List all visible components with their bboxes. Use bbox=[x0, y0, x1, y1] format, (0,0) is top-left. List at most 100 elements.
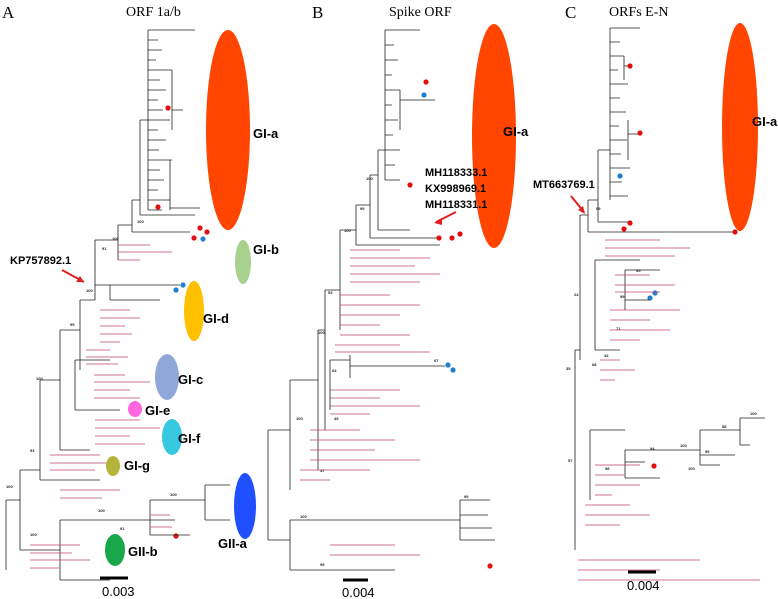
arrowhead-mt663769 bbox=[578, 206, 585, 214]
bootstrap-label: 100 bbox=[318, 330, 325, 335]
bootstrap-label: 100 bbox=[680, 443, 687, 448]
clade-label-gib: GI-b bbox=[253, 242, 279, 257]
clade-label-gia-c: GI-a bbox=[752, 114, 778, 129]
clade-gia-ellipse-a bbox=[206, 30, 250, 230]
bootstrap-label: 64 bbox=[332, 368, 337, 373]
arrowhead-mh118331 bbox=[434, 218, 442, 225]
red-marker bbox=[155, 204, 161, 210]
red-marker bbox=[197, 225, 203, 231]
panel-c-gia-branches bbox=[587, 27, 735, 233]
clade-gia-ellipse-b bbox=[472, 24, 516, 248]
clade-label-gif: GI-f bbox=[178, 431, 201, 446]
panel-b: B Spike ORF bbox=[267, 3, 529, 599]
accession-kp757892: KP757892.1 bbox=[10, 255, 71, 267]
panel-a-red-markers bbox=[155, 105, 210, 539]
bootstrap-label: 95 bbox=[636, 268, 641, 273]
clade-label-gic: GI-c bbox=[178, 372, 203, 387]
blue-marker bbox=[647, 295, 653, 301]
panel-b-gia-branches bbox=[355, 29, 440, 246]
red-marker bbox=[436, 235, 442, 241]
bootstrap-label: 57 bbox=[568, 458, 573, 463]
clade-label-gie: GI-e bbox=[145, 403, 170, 418]
blue-marker bbox=[652, 290, 658, 296]
scale-bar-a-label: 0.003 bbox=[102, 584, 135, 599]
blue-marker bbox=[617, 173, 623, 179]
blue-marker bbox=[180, 282, 186, 288]
panel-b-red-markers bbox=[407, 79, 493, 569]
panel-c-letter: C bbox=[565, 3, 576, 22]
red-marker bbox=[651, 463, 657, 469]
bootstrap-label: 100 bbox=[98, 508, 105, 513]
bootstrap-label: 94 bbox=[650, 446, 655, 451]
bootstrap-label: 99 bbox=[705, 449, 710, 454]
blue-marker bbox=[173, 287, 179, 293]
panel-c-title: ORFs E-N bbox=[609, 5, 669, 20]
clade-gie-ellipse bbox=[128, 401, 142, 417]
red-marker bbox=[173, 533, 179, 539]
accession-mh118331: MH118331.1 bbox=[425, 199, 487, 211]
scale-bar-c-label: 0.004 bbox=[627, 578, 660, 593]
bootstrap-label: 100 bbox=[6, 484, 13, 489]
bootstrap-label: 100 bbox=[296, 416, 303, 421]
bootstrap-label: 99 bbox=[596, 206, 601, 211]
bootstrap-label: 100 bbox=[750, 411, 757, 416]
panel-b-backbone bbox=[267, 229, 495, 571]
bootstrap-label: 100 bbox=[366, 176, 373, 181]
scale-bar-b-label: 0.004 bbox=[342, 585, 375, 599]
bootstrap-label: 67 bbox=[434, 358, 439, 363]
arrowhead-kp757892 bbox=[76, 276, 84, 282]
panel-c-backbone bbox=[574, 214, 765, 550]
bootstrap-label: 91 bbox=[120, 526, 125, 531]
bootstrap-label: 100 bbox=[112, 236, 119, 241]
clade-giib-ellipse bbox=[105, 534, 125, 566]
red-marker bbox=[487, 563, 493, 569]
red-marker bbox=[621, 226, 627, 232]
red-marker bbox=[627, 220, 633, 226]
panel-c-red-markers bbox=[621, 63, 738, 469]
bootstrap-label: 99 bbox=[464, 494, 469, 499]
panel-a-letter: A bbox=[2, 3, 15, 22]
red-marker bbox=[457, 231, 463, 237]
bootstrap-label: 47 bbox=[320, 468, 325, 473]
panel-a-title: ORF 1a/b bbox=[126, 5, 181, 20]
clade-label-gia-a: GI-a bbox=[253, 126, 279, 141]
bootstrap-label: 100 bbox=[86, 288, 93, 293]
bootstrap-label: 99 bbox=[320, 562, 325, 567]
bootstrap-label: 34 bbox=[604, 353, 609, 358]
red-marker bbox=[407, 182, 413, 188]
clade-gic-ellipse bbox=[155, 354, 179, 400]
clade-label-gia-b: GI-a bbox=[503, 124, 529, 139]
accession-kx998969: KX998969.1 bbox=[425, 183, 486, 195]
clade-label-gid: GI-d bbox=[203, 311, 229, 326]
red-marker bbox=[637, 130, 643, 136]
red-marker bbox=[732, 229, 738, 235]
clade-gib-ellipse bbox=[235, 240, 251, 284]
bootstrap-label: 100 bbox=[344, 228, 351, 233]
blue-marker bbox=[200, 236, 206, 242]
bootstrap-label: 53 bbox=[328, 290, 333, 295]
panel-a-pink-branches bbox=[30, 244, 172, 569]
blue-marker bbox=[421, 92, 427, 98]
bootstrap-label: 100 bbox=[170, 492, 177, 497]
bootstrap-label: 24 bbox=[574, 292, 579, 297]
bootstrap-label: 58 bbox=[722, 424, 727, 429]
accession-mt663769: MT663769.1 bbox=[533, 179, 595, 191]
bootstrap-label: 100 bbox=[36, 376, 43, 381]
panel-a: A ORF 1a/b bbox=[2, 3, 279, 599]
bootstrap-label: 91 bbox=[102, 246, 107, 251]
bootstrap-label: 99 bbox=[360, 206, 365, 211]
bootstrap-label: 100 bbox=[688, 466, 695, 471]
bootstrap-label: 68 bbox=[592, 362, 597, 367]
clade-label-gig: GI-g bbox=[124, 458, 150, 473]
bootstrap-label: 45 bbox=[334, 416, 339, 421]
blue-marker bbox=[450, 367, 456, 373]
panel-c-pink-branches bbox=[578, 239, 760, 581]
panel-b-blue-markers bbox=[421, 92, 456, 373]
panel-b-letter: B bbox=[312, 3, 323, 22]
bootstrap-label: 35 bbox=[566, 366, 571, 371]
panel-a-blue-markers bbox=[173, 236, 206, 293]
clade-label-giia: GII-a bbox=[218, 536, 248, 551]
bootstrap-label: 71 bbox=[616, 326, 621, 331]
